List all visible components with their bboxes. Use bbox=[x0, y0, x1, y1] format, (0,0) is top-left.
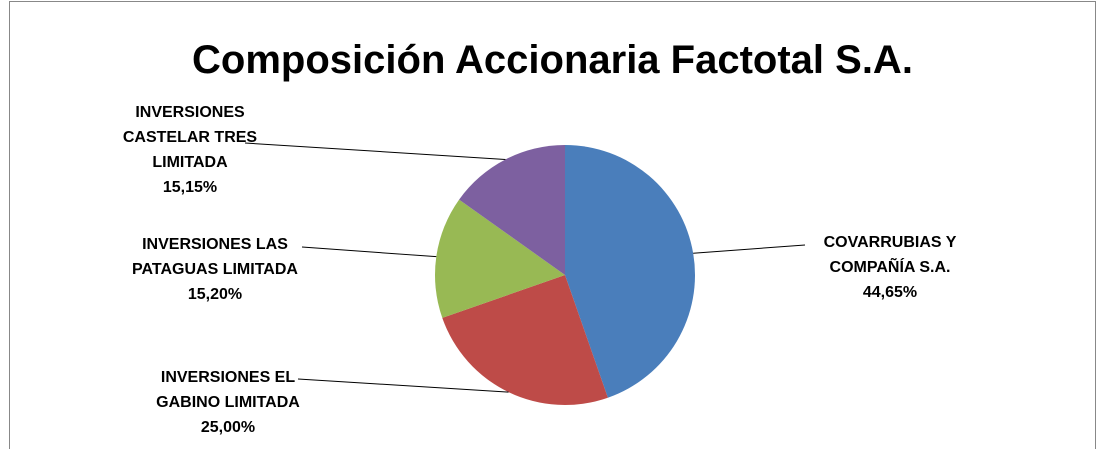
category-label: INVERSIONES EL GABINO LIMITADA bbox=[156, 369, 300, 411]
leader-line bbox=[244, 142, 506, 160]
slice-label: INVERSIONES LAS PATAGUAS LIMITADA 15,20% bbox=[118, 232, 313, 307]
leader-line bbox=[301, 246, 437, 258]
pie-slice bbox=[435, 199, 565, 318]
slice-label: COVARRUBIAS Y COMPAÑÍA S.A. 44,65% bbox=[800, 230, 980, 305]
pie-slice bbox=[459, 145, 565, 275]
value-label: 15,20% bbox=[187, 286, 243, 303]
category-label: INVERSIONES CASTELAR TRES LIMITADA bbox=[122, 104, 258, 171]
leader-line bbox=[693, 244, 806, 254]
chart-frame bbox=[9, 1, 1096, 449]
slice-label: INVERSIONES EL GABINO LIMITADA 25,00% bbox=[146, 365, 311, 440]
value-label: 25,00% bbox=[200, 419, 256, 436]
pie-slice bbox=[442, 275, 608, 405]
pie-slice bbox=[565, 145, 696, 398]
chart-title: Composición Accionaria Factotal S.A. bbox=[192, 38, 913, 82]
value-label: 15,15% bbox=[162, 179, 218, 196]
category-label: COVARRUBIAS Y COMPAÑÍA S.A. bbox=[823, 234, 957, 276]
category-label: INVERSIONES LAS PATAGUAS LIMITADA bbox=[132, 236, 298, 278]
value-label: 44,65% bbox=[862, 284, 918, 301]
leader-line bbox=[297, 378, 509, 393]
slice-label: INVERSIONES CASTELAR TRES LIMITADA 15,15% bbox=[118, 100, 263, 200]
